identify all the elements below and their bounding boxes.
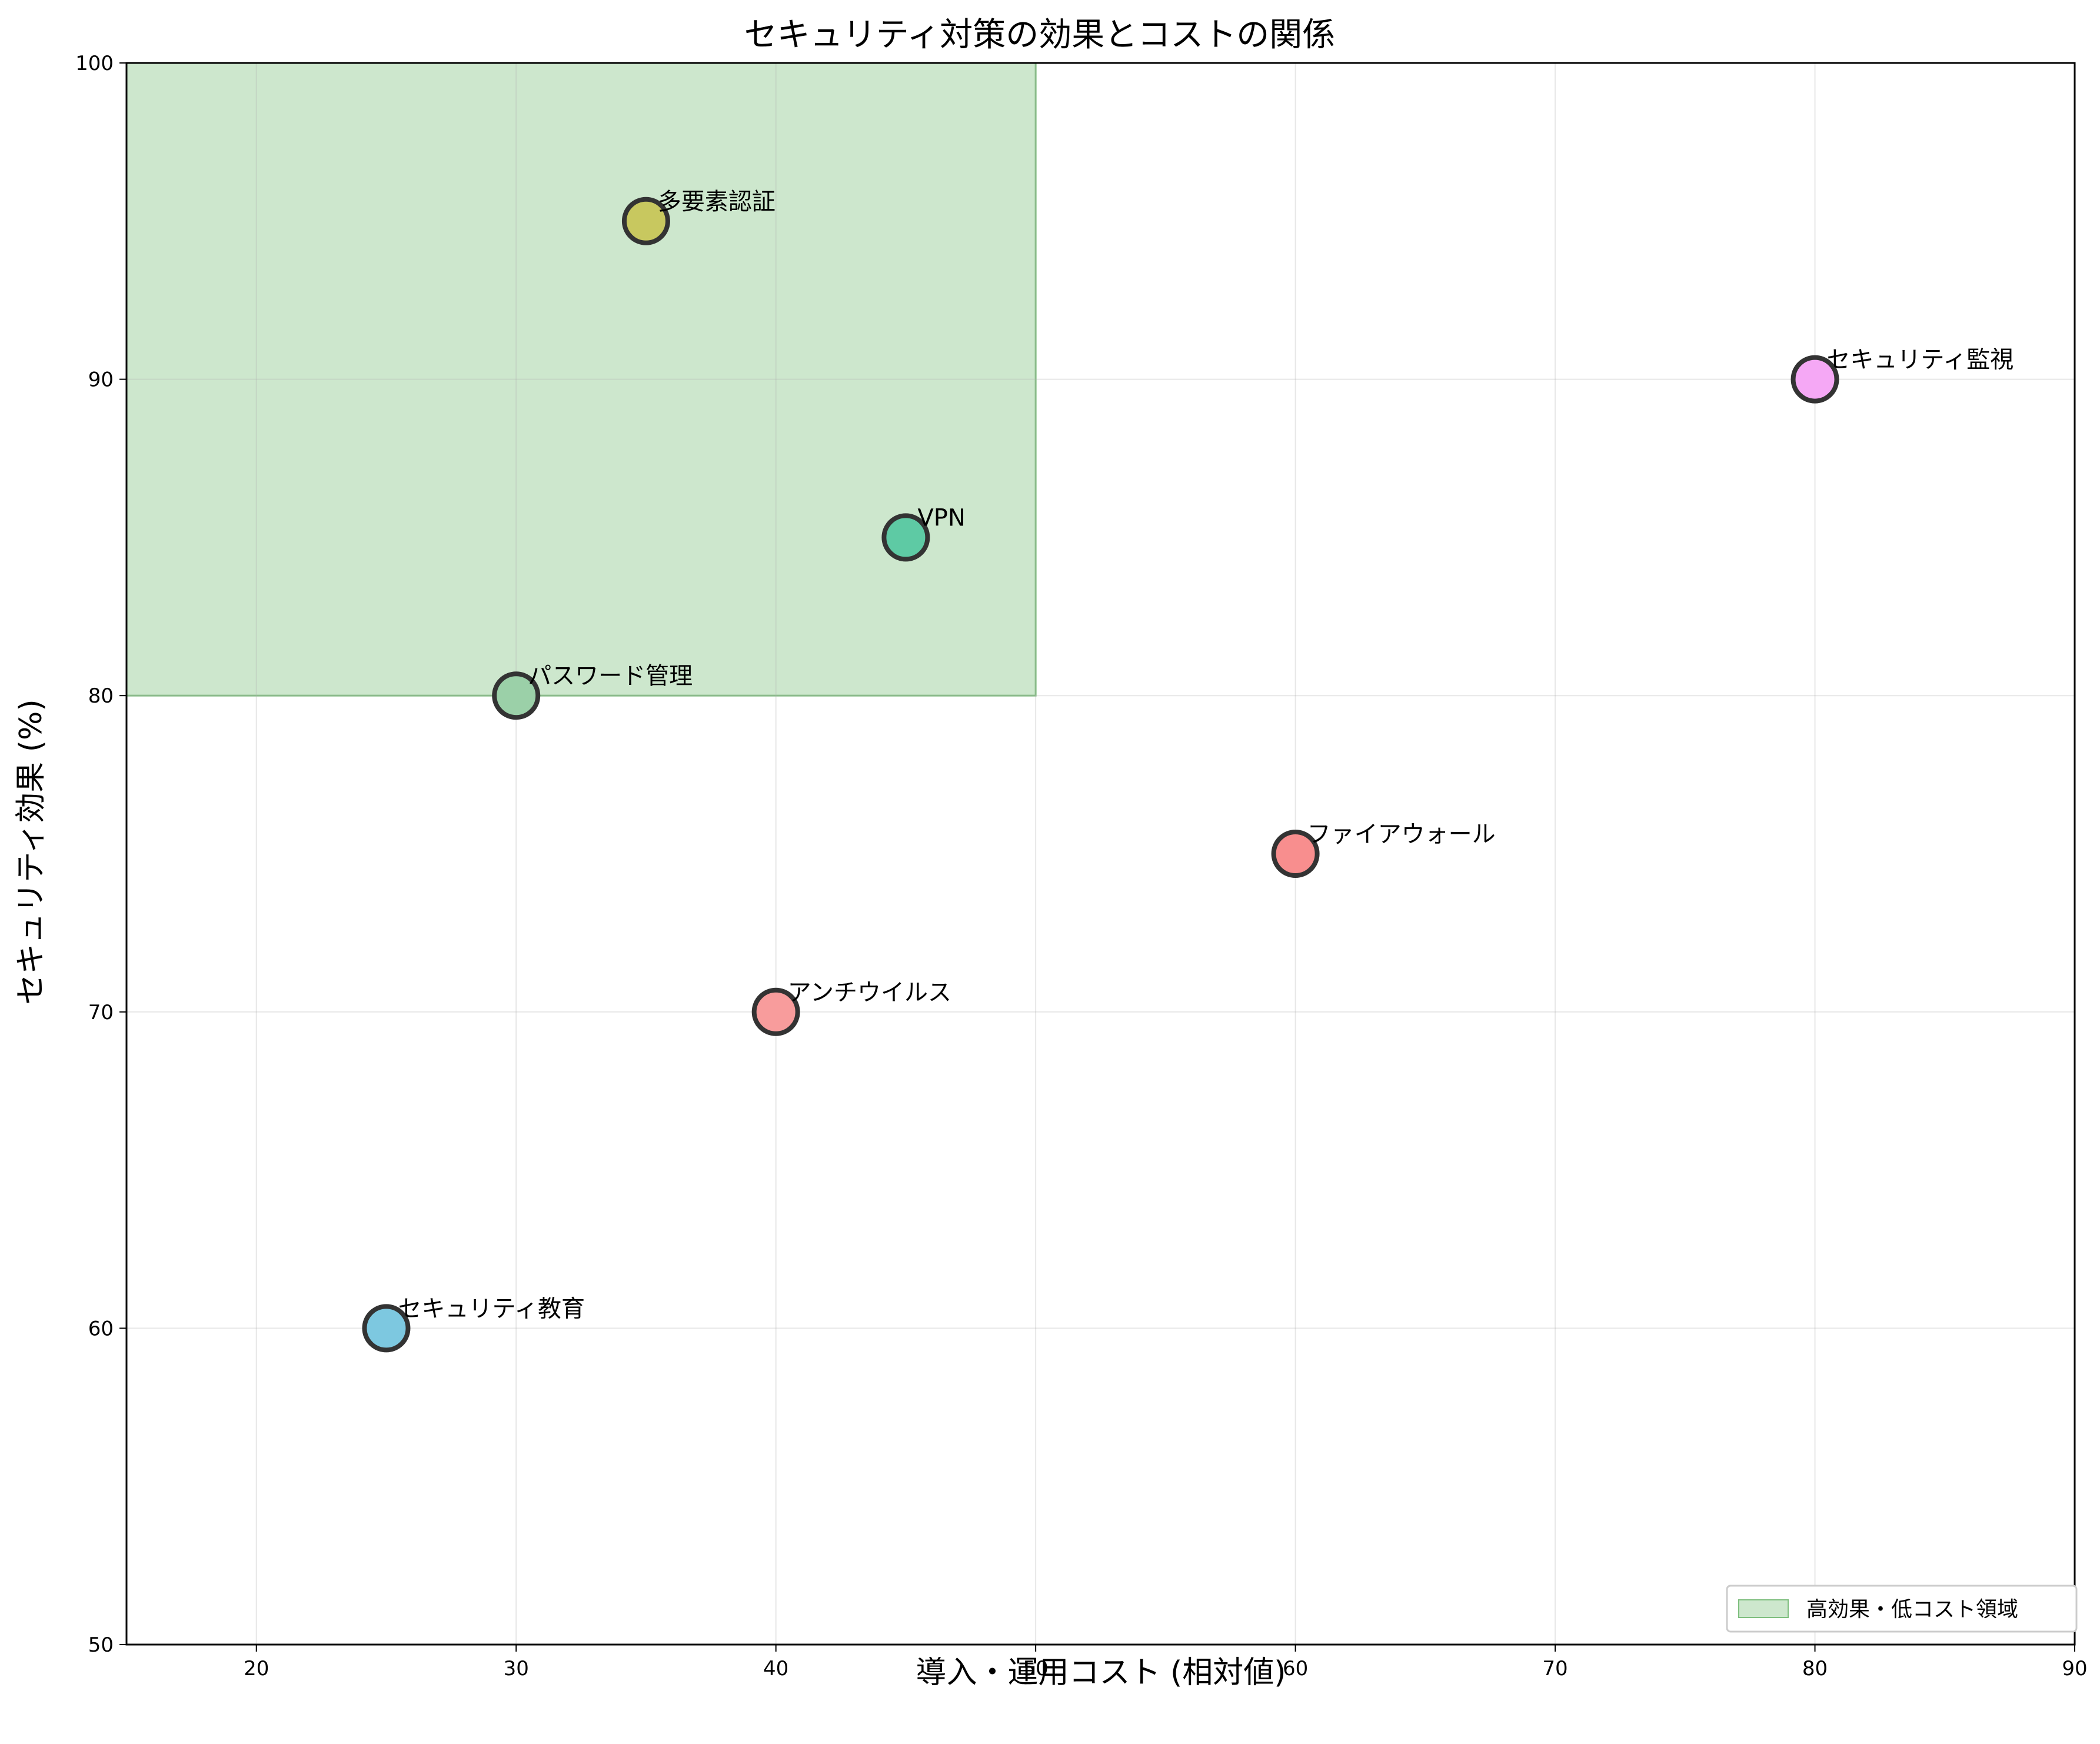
x-tick-label-70: 70 — [1542, 1657, 1567, 1680]
data-point-label-2: VPN — [917, 504, 965, 531]
y-tick-label-70: 70 — [88, 1001, 114, 1024]
x-tick-label-40: 40 — [763, 1657, 788, 1680]
data-point-label-4: ファイアウォール — [1307, 821, 1496, 848]
grid-layer — [127, 62, 2075, 1645]
data-point-4 — [1271, 830, 1320, 878]
x-tick-label-20: 20 — [244, 1657, 269, 1680]
data-point-5 — [751, 987, 800, 1036]
tick-layer: 20 30 40 50 60 70 80 90 50 60 70 80 90 100 — [75, 52, 2088, 1680]
x-tick-label-30: 30 — [504, 1657, 529, 1680]
y-tick-label-60: 60 — [88, 1317, 114, 1340]
data-point-label-6: セキュリティ教育 — [398, 1295, 585, 1322]
x-tick-label-80: 80 — [1802, 1657, 1828, 1680]
data-point-1 — [1791, 355, 1839, 404]
y-axis-label: セキュリティ効果 (%) — [14, 699, 49, 1004]
legend-label: 高効果・低コスト領域 — [1806, 1597, 2018, 1622]
y-tick-label-50: 50 — [88, 1633, 114, 1657]
data-point-2 — [881, 513, 930, 562]
x-axis-label: 導入・運用コスト (相対値) — [916, 1655, 1286, 1690]
y-tick-label-100: 100 — [75, 52, 114, 75]
point-layer — [362, 197, 1839, 1353]
legend-box — [1726, 1585, 2078, 1633]
region-layer — [125, 62, 1037, 697]
data-point-label-5: アンチウイルス — [788, 979, 951, 1006]
data-point-0 — [621, 197, 670, 245]
y-tick-label-80: 80 — [88, 684, 114, 708]
data-point-6 — [362, 1304, 411, 1353]
x-tick-label-60: 60 — [1283, 1657, 1308, 1680]
legend-swatch — [1738, 1599, 1789, 1618]
chart-title: セキュリティ対策の効果とコストの関係 — [744, 16, 1336, 54]
highlight-region-0 — [125, 62, 1037, 697]
data-point-label-3: パスワード管理 — [528, 663, 693, 690]
data-point-3 — [492, 671, 541, 720]
plot-frame — [125, 62, 2076, 1646]
data-point-label-1: セキュリティ監視 — [1827, 347, 2014, 374]
legend: 高効果・低コスト領域 — [1726, 1585, 2078, 1633]
y-tick-label-90: 90 — [88, 368, 114, 392]
data-point-label-0: 多要素認証 — [658, 188, 776, 215]
x-tick-label-50: 50 — [1023, 1657, 1049, 1680]
x-tick-label-90: 90 — [2062, 1657, 2087, 1680]
